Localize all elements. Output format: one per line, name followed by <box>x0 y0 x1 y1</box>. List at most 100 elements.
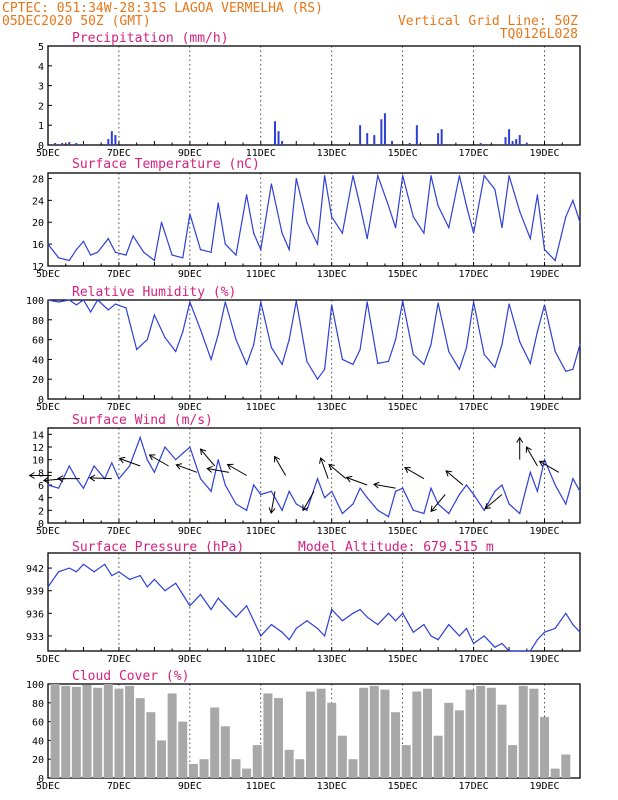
data-point <box>189 446 191 448</box>
bar <box>529 688 539 778</box>
data-point <box>483 353 485 356</box>
series-line <box>47 173 581 262</box>
data-point <box>153 314 155 316</box>
wind-arrowhead <box>56 475 64 483</box>
y-tick-label: 12 <box>32 262 44 273</box>
data-point <box>341 358 343 360</box>
wind-arrowhead <box>319 457 326 464</box>
data-point <box>554 484 556 486</box>
wind-arrow <box>484 494 503 510</box>
data-point <box>199 593 202 596</box>
data-point <box>473 232 475 234</box>
data-point <box>114 251 116 253</box>
station-header: CPTEC: 051:34W-28:31S LAGOA VERMELHA (RS… <box>2 1 323 16</box>
x-tick-label: 11DEC <box>246 781 276 792</box>
data-point <box>529 238 531 240</box>
wind-arrow <box>176 464 198 473</box>
x-tick-label: 15DEC <box>388 526 418 537</box>
data-point <box>536 194 539 196</box>
wind-arrowhead <box>148 454 156 461</box>
x-tick-label: 13DEC <box>317 269 347 280</box>
x-tick-label: 13DEC <box>317 654 347 665</box>
data-point <box>508 175 510 177</box>
bar <box>156 740 166 778</box>
bar <box>518 685 528 778</box>
y-tick-label: 60 <box>32 718 44 729</box>
data-point <box>536 639 539 641</box>
bar <box>444 702 454 778</box>
wind-arrowhead <box>88 474 96 482</box>
y-tick-label: 12 <box>32 443 44 454</box>
data-point <box>572 368 574 370</box>
data-point <box>366 301 368 303</box>
data-point <box>494 188 496 191</box>
data-point <box>494 490 496 492</box>
data-point <box>352 363 354 365</box>
wind-arrowhead <box>525 446 532 453</box>
panel-title: Relative Humidity (%) <box>72 285 236 300</box>
data-point <box>132 235 134 237</box>
wind-arrow <box>119 458 141 467</box>
data-point <box>331 490 333 492</box>
data-point <box>210 251 212 253</box>
wind-arrowhead <box>268 507 276 514</box>
x-tick-label: 11DEC <box>246 526 276 537</box>
data-point <box>316 378 319 380</box>
x-tick-label: 5DEC <box>36 148 60 159</box>
bar <box>252 745 262 778</box>
data-point <box>519 210 521 212</box>
x-tick-label: 13DEC <box>317 526 347 537</box>
data-point <box>93 465 95 467</box>
data-point <box>359 487 361 489</box>
bar <box>550 768 560 778</box>
data-point <box>270 624 273 626</box>
data-point <box>128 578 131 580</box>
wind-arrow <box>526 446 538 467</box>
data-point <box>182 593 184 596</box>
data-point <box>114 303 116 305</box>
data-point <box>316 478 319 480</box>
data-point <box>554 259 556 262</box>
x-tick-label: 11DEC <box>246 654 276 665</box>
data-point <box>260 248 262 251</box>
data-point <box>210 490 212 492</box>
y-tick-label: 936 <box>26 609 44 620</box>
wind-arrowhead <box>118 456 126 464</box>
data-point <box>565 503 567 505</box>
data-point <box>68 465 70 467</box>
data-point <box>387 612 390 614</box>
data-point <box>210 358 212 360</box>
wind-arrowhead <box>302 504 309 512</box>
data-point <box>89 311 92 313</box>
data-point <box>402 612 404 614</box>
y-tick-label: 3 <box>38 82 44 93</box>
data-point <box>359 205 361 207</box>
data-point <box>554 350 556 353</box>
data-point <box>572 624 574 626</box>
data-point <box>519 340 521 343</box>
data-point <box>529 650 531 652</box>
data-point <box>448 227 450 229</box>
data-point <box>189 605 191 607</box>
data-point <box>536 331 539 333</box>
data-point <box>412 509 414 511</box>
data-point <box>75 248 77 251</box>
bar <box>511 141 514 145</box>
data-point <box>316 243 319 245</box>
data-point <box>465 205 468 207</box>
wind-arrowhead <box>28 472 35 479</box>
data-point <box>253 620 255 622</box>
data-point <box>331 608 333 611</box>
data-point <box>139 436 141 439</box>
wind-arrowhead <box>484 502 491 510</box>
wind-arrowhead <box>445 470 452 477</box>
bar <box>281 141 284 145</box>
y-tick-label: 6 <box>38 481 44 492</box>
y-tick-label: 0 <box>38 395 44 406</box>
x-tick-label: 15DEC <box>388 269 418 280</box>
data-point <box>519 512 521 515</box>
data-point <box>501 343 503 346</box>
data-point <box>437 639 439 641</box>
data-point <box>341 512 343 515</box>
